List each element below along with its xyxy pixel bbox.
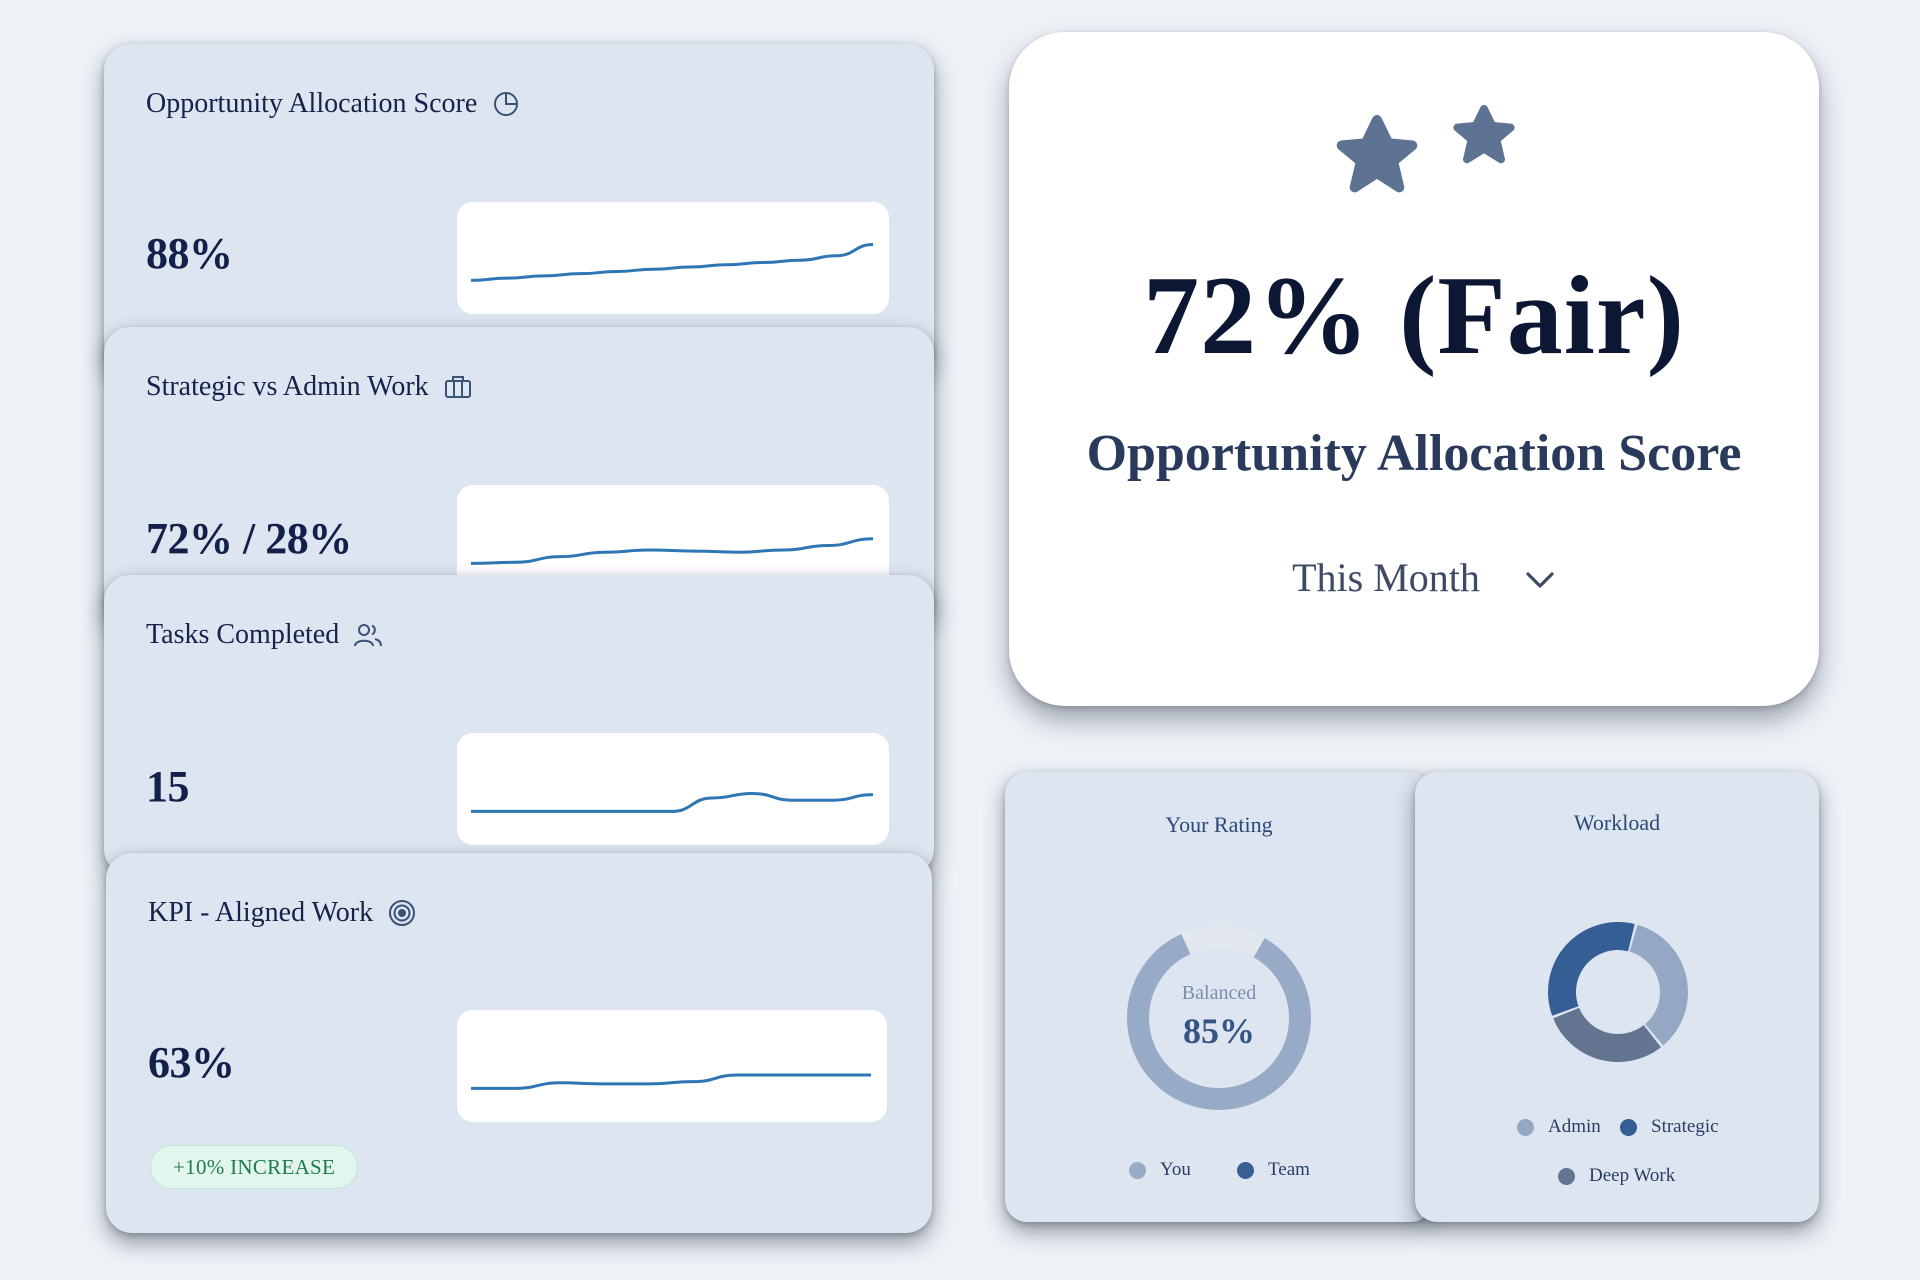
rating-center-value: 85% — [1183, 1011, 1255, 1051]
sparkline-chart — [470, 243, 874, 282]
score-hero-card: 72% (Fair) Opportunity Allocation Score … — [1009, 32, 1819, 706]
rating-card: Your Rating Balanced 85% You Team — [1005, 772, 1433, 1222]
metric-title-label: Opportunity Allocation Score — [146, 88, 478, 119]
sparkline-chart — [470, 1073, 872, 1090]
users-icon — [353, 620, 383, 650]
metric-card-kpi[interactable]: KPI - Aligned Work 63% +10% INCREASE — [106, 853, 932, 1233]
legend-label: Admin — [1548, 1116, 1601, 1137]
legend-dot — [1620, 1118, 1637, 1136]
workload-segment-deep-work — [1548, 922, 1635, 1016]
workload-donut — [1548, 922, 1688, 1062]
metric-title-label: Tasks Completed — [146, 619, 340, 650]
legend-item-team: Team — [1237, 1159, 1310, 1181]
rating-center-label: Balanced — [1181, 982, 1257, 1004]
metric-value: 88% — [146, 229, 233, 278]
legend-item-strategic: Strategic — [1620, 1116, 1719, 1138]
legend-item-you: You — [1129, 1159, 1191, 1181]
rating-donut-arc — [1127, 926, 1311, 1110]
legend-item-admin: Admin — [1517, 1116, 1601, 1138]
chevron-down-icon — [1524, 554, 1556, 601]
star-icon-large — [1336, 115, 1418, 193]
metric-value: 63% — [148, 1038, 235, 1087]
metric-title: KPI - Aligned Work — [148, 897, 417, 929]
sparkline-path — [470, 1073, 872, 1090]
score-subtitle: Opportunity Allocation Score — [1086, 425, 1742, 482]
metric-value: 72% / 28% — [146, 514, 352, 563]
sparkline-chart — [471, 791, 874, 813]
metric-title-label: KPI - Aligned Work — [148, 897, 374, 928]
sparkline — [457, 202, 889, 314]
legend-dot — [1558, 1167, 1575, 1185]
legend-label: You — [1160, 1159, 1191, 1180]
sparkline — [457, 733, 889, 845]
legend-label: Deep Work — [1589, 1165, 1676, 1186]
period-label: This Month — [1292, 555, 1480, 600]
sparkline — [457, 1010, 887, 1122]
briefcase-icon — [443, 372, 473, 402]
legend-dot — [1517, 1118, 1534, 1136]
workload-segment-admin — [1629, 924, 1688, 1046]
sparkline-chart — [470, 537, 874, 565]
metric-title: Opportunity Allocation Score — [146, 88, 521, 120]
legend-dot — [1237, 1161, 1254, 1179]
sparkline-path — [470, 537, 874, 565]
legend-label: Team — [1268, 1159, 1310, 1180]
rating-title: Your Rating — [1165, 812, 1273, 837]
pie-chart-icon — [491, 89, 521, 119]
workload-segment-strategic — [1553, 1007, 1661, 1062]
period-dropdown[interactable]: This Month — [1009, 554, 1829, 601]
star-icon — [1336, 105, 1515, 193]
star-icon-small — [1453, 105, 1515, 164]
metric-value: 15 — [146, 762, 190, 811]
metric-title: Strategic vs Admin Work — [146, 371, 473, 403]
metric-title: Tasks Completed — [146, 619, 383, 651]
workload-card: Workload Admin Strategic Deep Work — [1415, 772, 1819, 1222]
legend-dot — [1129, 1161, 1146, 1179]
legend-label: Strategic — [1651, 1116, 1719, 1137]
metric-card-tasks[interactable]: Tasks Completed 15 — [104, 575, 934, 875]
legend-item-deep-work: Deep Work — [1558, 1165, 1675, 1187]
metric-title-label: Strategic vs Admin Work — [146, 371, 429, 402]
target-icon — [387, 898, 417, 928]
increase-badge: +10% INCREASE — [150, 1145, 359, 1189]
sparkline-path — [471, 791, 874, 813]
metric-card-opportunity[interactable]: Opportunity Allocation Score 88% — [104, 44, 934, 374]
score-value: 72% (Fair) — [1143, 254, 1685, 378]
workload-title: Workload — [1573, 810, 1661, 835]
rating-donut — [1127, 926, 1311, 1110]
sparkline-path — [470, 243, 874, 282]
